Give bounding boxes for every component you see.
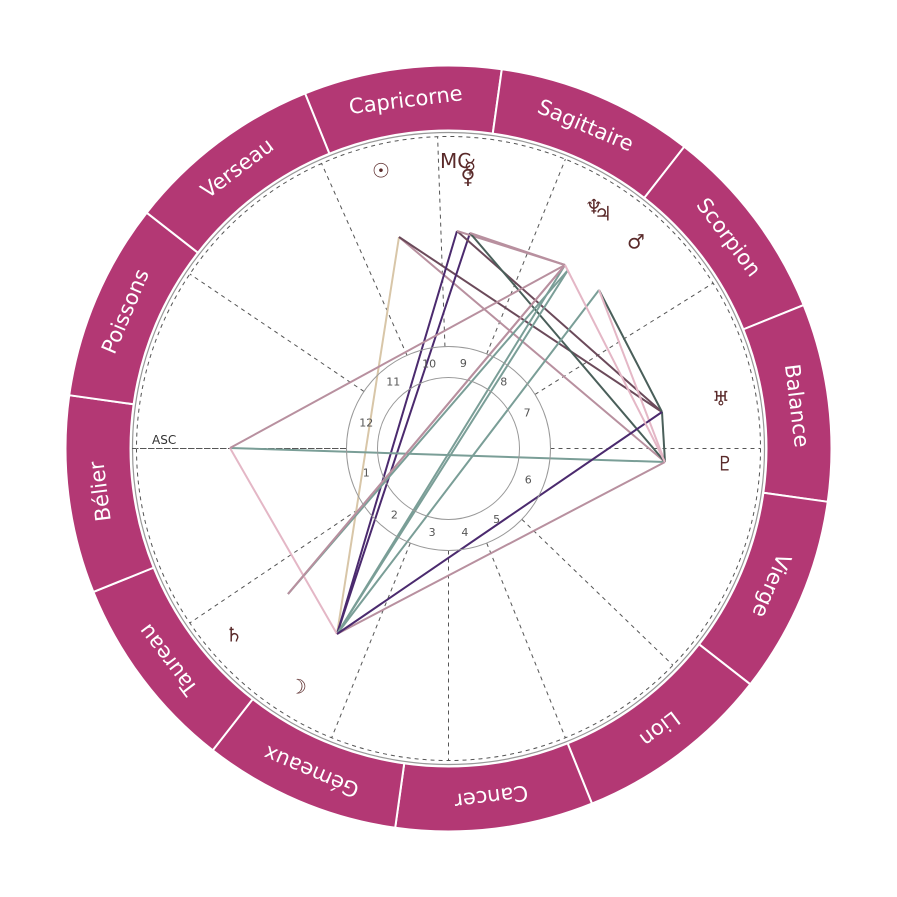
house-number-ring-inner [377,377,520,520]
house-number-3: 3 [429,526,436,539]
aspect-line-mars-moon [336,289,600,635]
aspect-lines [229,230,666,635]
uranus-icon: ♅ [712,387,730,411]
chart-inner-circle [131,131,766,766]
house-cusp-2 [189,505,365,624]
zodiac-band [64,64,833,833]
mercury-icon: ☿ [464,155,476,179]
house-number-9: 9 [460,357,467,370]
aspect-line-asc-moon [229,447,338,635]
house-number-7: 7 [524,407,531,420]
house-number-1: 1 [363,467,370,480]
aspect-line-sun-moon [336,236,400,635]
house-number-5: 5 [493,513,500,526]
saturn-icon: ♄ [225,623,243,647]
aspect-line-venus-jup [469,232,566,266]
aspect-line-nep-moon [336,269,569,635]
house-number-10: 10 [422,358,436,371]
house-number-2: 2 [391,508,398,521]
mars-icon: ♂ [627,230,645,254]
aspect-line-merc-moon [336,230,458,635]
house-cusp-5 [486,542,566,738]
aspect-line-venus-plu [469,232,666,463]
mc-label: MC [440,149,471,173]
sun-icon: ☉ [372,159,390,183]
planet-glyphs: ☉ ☽ ☿♀ ♂ ♃ ♄ ♅ ♆ ♇ [225,155,734,699]
house-number-6: 6 [525,474,532,487]
asc-label: ASC [152,433,176,447]
zodiac-segment-aquarius [145,92,331,255]
venus-icon: ♀ [461,165,476,189]
house-number-8: 8 [500,376,507,389]
aspect-line-moon-plu [336,461,666,635]
aspect-line-asc-jup [229,264,566,449]
house-number-4: 4 [461,526,468,539]
house-cusp-11 [321,163,408,356]
aspect-line-ura-moon [336,411,663,635]
house-cusp-lines [132,136,761,761]
house-number-12: 12 [359,416,373,429]
aspect-line-merc-ura [456,230,663,413]
jupiter-icon: ♃ [594,202,612,226]
aspect-line-mars-ura [598,289,663,413]
aspect-line-venus-moon [336,232,471,635]
aspect-line-plu-ura [661,411,666,463]
neptune-icon: ♆ [585,195,603,219]
aspect-line-sun-ura [398,236,663,413]
pluto-icon: ♇ [716,452,734,476]
house-cusp-6 [521,518,674,666]
aspect-line-mars-plu [598,289,666,463]
aspect-line-sat-jup [287,264,566,595]
house-cusp-3 [331,542,411,738]
house-number-11: 11 [386,376,400,389]
house-cusp-12 [189,273,365,392]
house-number-ring-outer [346,346,551,551]
moon-icon: ☽ [289,675,307,699]
aspect-line-jup-plu [564,264,666,463]
